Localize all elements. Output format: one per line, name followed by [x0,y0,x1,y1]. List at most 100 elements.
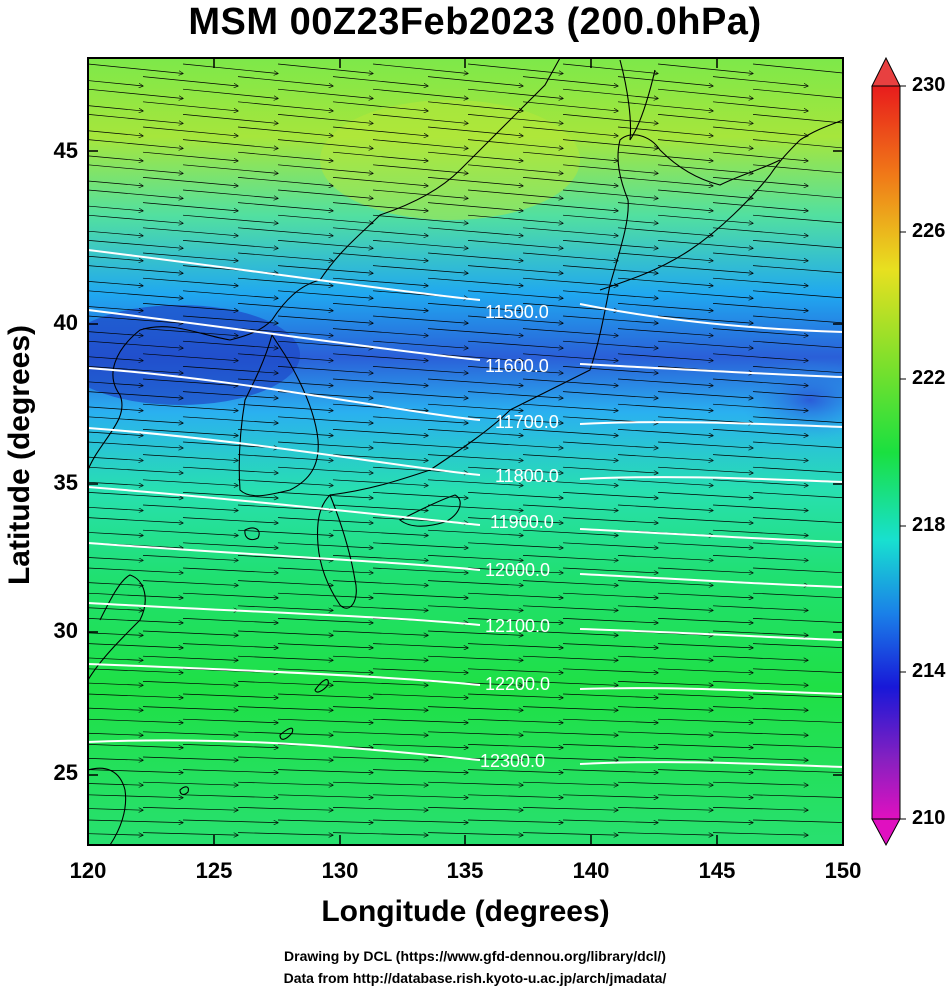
wind-arrow [562,265,658,274]
wind-arrow [427,202,523,211]
wind-arrow [372,164,468,174]
wind-arrow [712,807,808,810]
wind-arrow [562,517,658,523]
wind-arrow [522,227,618,236]
wind-arrow [657,744,753,747]
wind-arrow [617,252,713,261]
wind-arrow [712,681,808,685]
wind-arrow [332,555,428,560]
wind-arrow [182,416,278,423]
wind-arrow [142,151,238,161]
x-tick-marks [87,58,844,845]
wind-arrow [182,769,278,773]
wind-arrow [372,441,468,448]
wind-arrow [522,429,618,435]
colorbar-tick-label: 218 [912,514,946,536]
wind-arrow [427,76,523,86]
wind-arrow [712,252,808,261]
wind-arrow [277,517,373,523]
x-tick-label: 145 [698,858,736,883]
wind-arrow [562,88,658,98]
wind-arrow [712,781,808,785]
wind-arrow [277,794,373,798]
wind-arrow [617,504,713,511]
wind-arrow [522,781,618,785]
wind-arrow [332,429,428,435]
wind-arrow [142,529,238,535]
wind-arrow [427,328,523,336]
wind-arrow [562,441,658,448]
wind-arrow [562,718,658,723]
wind-arrow [182,315,278,323]
wind-arrow [617,681,713,685]
wind-arrow [617,454,713,461]
wind-arrow [88,114,183,123]
wind-arrow [657,517,753,523]
wind-arrow [752,517,843,524]
wind-arrow [182,744,278,747]
wind-arrow [88,618,183,622]
wind-arrow [277,290,373,298]
temperature-field [88,58,843,845]
wind-arrow [332,151,428,161]
wind-arrow [427,101,523,111]
y-tick-label: 25 [53,760,78,785]
credit-line: Drawing by DCL (https://www.gfd-dennou.o… [284,948,666,964]
wind-arrow [562,643,658,648]
wind-arrow [237,101,333,111]
wind-arrow [752,391,843,399]
wind-arrow [88,406,143,410]
wind-arrow [467,643,563,648]
wind-arrow [182,592,278,598]
wind-arrow [617,378,713,386]
wind-arrow [237,151,333,161]
wind-arrow [617,756,713,760]
wind-arrow [657,592,753,598]
wind-arrow [752,643,843,648]
wind-arrow [562,189,658,198]
wind-arrow [427,151,523,161]
wind-arrow [467,214,563,223]
wind-arrow [467,164,563,174]
wind-arrow [522,706,618,711]
wind-arrow [712,353,808,361]
wind-arrow [752,744,843,748]
wind-arrow [142,504,238,511]
wind-arrow [522,504,618,511]
wind-arrow [88,744,183,747]
wind-arrow [277,693,373,698]
wind-arrow [522,832,618,836]
wind-arrow [712,706,808,711]
wind-arrow [237,126,333,136]
wind-arrow [142,403,238,410]
contour-label: 12100.0 [485,616,550,636]
wind-arrow [332,328,428,336]
wind-arrow [142,252,238,261]
wind-arrow [277,542,373,548]
wind-arrow [277,315,373,323]
wind-arrow [372,63,468,74]
wind-arrow [142,378,238,386]
wind-arrow [277,769,373,773]
wind-arrow [752,315,843,324]
wind-arrow [372,769,468,773]
wind-arrow [277,366,373,373]
wind-arrow [562,744,658,747]
wind-arrow [88,290,183,298]
wind-arrow [88,88,183,98]
wind-arrow [237,378,333,386]
wind-arrow [617,277,713,286]
x-tick-label: 120 [69,858,107,883]
wind-arrow [467,114,563,123]
wind-arrow [752,88,843,99]
x-tick-label: 150 [824,858,862,883]
wind-arrow [237,630,333,635]
wind-arrow [88,164,183,174]
wind-arrow [427,731,523,735]
wind-arrow [617,101,713,111]
wind-arrow [182,391,278,399]
wind-arrow [467,592,563,598]
wind-arrow [617,303,713,310]
wind-arrow [562,315,658,323]
wind-arrow [88,492,183,498]
